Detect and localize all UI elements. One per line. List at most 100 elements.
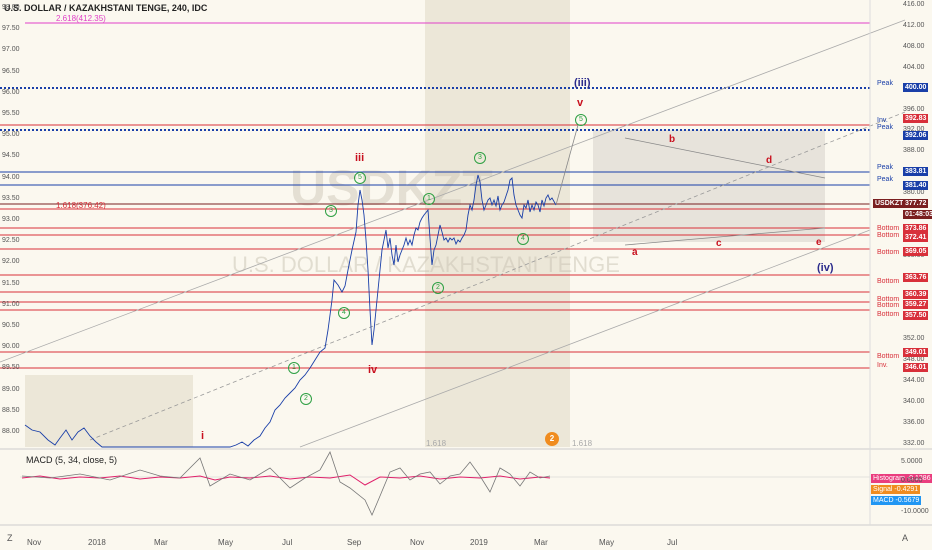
wave-label-red: i [201,430,205,442]
wave-label-green: 3 [474,152,486,164]
left-axis-tick: 95.50 [2,110,20,117]
shaded-zone-2 [593,130,825,242]
wave-label-red: iv [368,364,378,376]
watermark-ticker: USDKZT [290,160,493,216]
level-tag: Peak [877,164,893,171]
time-axis-tick: Mar [534,538,548,547]
right-axis-tick: 404.00 [903,63,925,71]
macd-axis-tick: -10.0000 [901,508,929,515]
price-label-badge: USDKZT [873,199,906,208]
left-axis-tick: 89.50 [2,364,20,372]
price-label-badge: 373.86 [903,224,929,233]
right-axis-tick: 416.00 [903,1,925,8]
level-tag: Inv. [877,117,888,124]
macd-title[interactable]: MACD (5, 34, close, 5) [26,455,118,465]
left-axis-tick: 94.00 [2,173,20,181]
price-label-badge: 383.81 [903,167,929,176]
right-axis-tick: 344.00 [903,377,925,385]
price-label-badge: 392.06 [903,131,929,140]
right-axis-tick: 336.00 [903,419,925,426]
price-label-badge: 359.27 [903,300,929,309]
level-tag: Inv. [877,362,888,369]
triangle-bottom-line[interactable] [624,227,826,246]
wave-label-abcde: a [632,247,638,258]
corner-zoom-button[interactable]: Z [7,533,13,543]
shaded-zone-1 [425,0,570,447]
wave-label-abcde: b [669,134,676,145]
fib-label-1618-c: 1.618 [572,439,593,448]
wave-label-green: 4 [517,233,529,245]
wave-label-green: 1 [288,362,300,374]
time-axis-tick: May [599,538,615,547]
time-axis-tick: Nov [27,538,42,547]
price-label-badge: 372.41 [903,233,929,242]
left-axis-tick: 95.00 [2,131,20,139]
left-axis-tick: 96.00 [2,88,20,96]
trendline-upper[interactable] [0,19,906,363]
price-label-badge: 01:48:03 [903,210,932,219]
left-axis-tick: 98.00 [2,4,20,11]
wave-label-navy: (iii) [574,77,591,89]
time-axis-tick: 2019 [470,538,488,547]
macd-histogram-series[interactable] [21,474,551,486]
wave-label-green: 5 [354,172,366,184]
left-axis-tick: 93.50 [2,194,20,202]
time-axis-tick: Jul [667,538,678,547]
right-axis-tick: 392.00 [903,126,925,134]
dividend-icon[interactable]: 2 [545,432,559,446]
left-axis-tick: 92.00 [2,258,20,266]
left-axis-tick: 90.50 [2,322,20,329]
price-label-badge: 346.01 [903,363,929,372]
wave-label-red: iii [355,152,365,164]
left-axis-tick: 91.00 [2,300,20,308]
time-axis-tick: Mar [154,538,168,547]
right-axis-tick: 412.00 [903,21,925,29]
left-axis-tick: 91.50 [2,279,20,287]
trendline-lower[interactable] [299,229,871,448]
right-axis-tick: 380.00 [903,189,925,197]
level-tag: Bottom [877,296,900,303]
fib-label-1618: 1.618(376.42) [56,201,106,210]
time-axis-tick: Jul [282,538,293,547]
time-axis-tick: May [218,538,234,547]
left-axis-tick: 88.00 [2,428,20,435]
projection-line[interactable] [555,124,579,206]
corner-auto-button[interactable]: A [902,533,909,543]
price-label-badge: 360.39 [903,290,929,299]
level-tag: Bottom [877,311,900,318]
level-tag: Peak [877,80,893,87]
right-axis-tick: 396.00 [903,105,925,113]
left-axis-tick: 92.50 [2,237,20,245]
left-axis-tick: 97.50 [2,25,20,33]
macd-label: Histogram -0.1386 [871,474,932,483]
price-label-badge: 392.83 [903,114,929,123]
macd-axis-tick: 5.0000 [901,458,923,465]
right-axis-tick: 332.00 [903,439,925,447]
level-tag: Peak [877,124,893,131]
price-label-badge: 381.40 [903,181,929,190]
left-axis-tick: 88.50 [2,406,20,414]
right-axis-tick: 340.00 [903,398,925,406]
triangle-top-line[interactable] [624,137,826,179]
wave-label-green: 2 [300,393,312,405]
macd-label: MACD -0.5679 [871,496,922,505]
fib-label-1618-b: 1.618 [426,439,447,448]
level-tag: Bottom [877,302,900,309]
left-axis-tick: 97.00 [2,46,20,54]
wave-label-green: 1 [423,193,435,205]
right-axis-tick: 348.00 [903,356,925,364]
left-axis-tick: 94.50 [2,152,20,160]
level-tag: Peak [877,176,893,183]
macd-line-series[interactable] [21,451,551,516]
price-series[interactable] [24,174,557,448]
left-axis-tick: 89.00 [2,385,20,393]
left-axis-tick: 90.00 [2,343,20,351]
macd-label: Signal -0.4291 [871,485,921,494]
macd-axis-tick: 0.0000 [901,477,923,484]
wave-label-abcde: d [766,155,773,166]
left-axis-tick: 96.50 [2,67,20,75]
level-tag: Bottom [877,232,900,239]
wave-label-abcde: e [816,237,822,248]
price-label-badge: 357.50 [903,311,929,320]
